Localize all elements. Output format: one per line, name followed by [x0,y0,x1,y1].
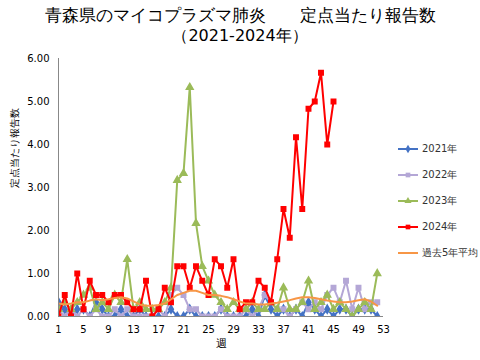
svg-text:週: 週 [216,337,227,350]
html-text:2021年: 2021年 [422,143,458,154]
svg-text:2.00: 2.00 [27,225,49,236]
html-text:過去5年平均: 過去5年平均 [422,247,479,258]
svg-text:6.00: 6.00 [27,53,49,64]
svg-text:25: 25 [202,324,215,335]
svg-text:53: 53 [377,324,390,335]
svg-text:21: 21 [177,324,190,335]
svg-text:17: 17 [152,324,165,335]
svg-text:13: 13 [127,324,140,335]
html-text:2023年: 2023年 [422,195,458,206]
svg-text:41: 41 [302,324,315,335]
html-text:青森県のマイコプラズマ肺炎 定点当たり報告数: 青森県のマイコプラズマ肺炎 定点当たり報告数 [44,5,436,25]
svg-text:4.00: 4.00 [27,139,49,150]
svg-text:5.00: 5.00 [27,96,49,107]
html-text:（2021-2024年）: （2021-2024年） [172,26,308,45]
svg-text:9: 9 [105,324,111,335]
svg-text:29: 29 [227,324,240,335]
svg-text:45: 45 [327,324,340,335]
svg-text:3.00: 3.00 [27,182,49,193]
svg-text:33: 33 [252,324,265,335]
svg-text:37: 37 [277,324,290,335]
svg-text:1: 1 [55,324,61,335]
svg-text:49: 49 [352,324,365,335]
svg-text:1.00: 1.00 [27,268,49,279]
html-text:2024年: 2024年 [422,221,458,232]
html-text:2022年: 2022年 [422,169,458,180]
svg-text:定点当たり報告数: 定点当たり報告数 [9,108,20,188]
svg-text:5: 5 [80,324,86,335]
svg-text:0.00: 0.00 [27,311,49,322]
